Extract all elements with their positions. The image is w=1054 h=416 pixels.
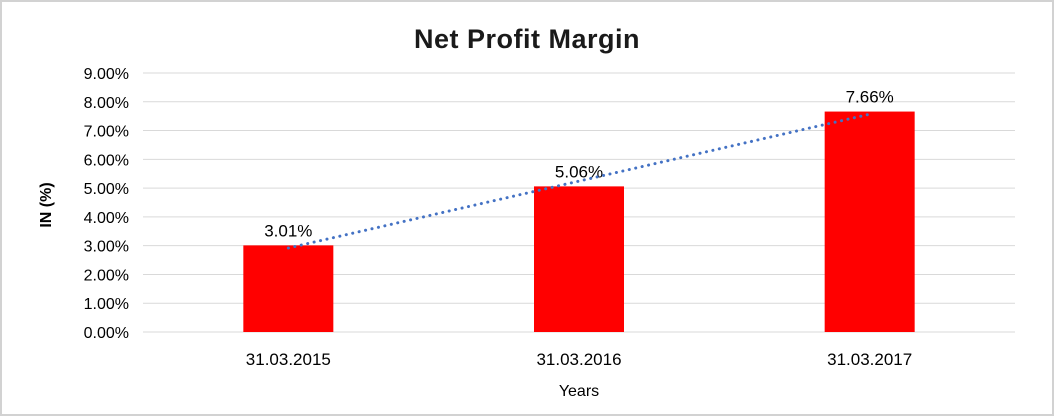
y-tick-label: 1.00% xyxy=(84,296,129,313)
bar xyxy=(534,186,624,332)
y-tick-label: 2.00% xyxy=(84,267,129,284)
y-tick-label: 3.00% xyxy=(84,239,129,256)
chart-title: Net Profit Margin xyxy=(413,24,640,54)
x-category-label: 31.03.2015 xyxy=(246,350,331,369)
y-tick-label: 0.00% xyxy=(84,325,129,342)
bar-value-label: 5.06% xyxy=(555,162,603,181)
trendline xyxy=(286,112,872,250)
y-tick-label: 7.00% xyxy=(84,124,129,141)
bar xyxy=(243,245,334,332)
bar-value-label: 3.01% xyxy=(264,221,312,240)
bar xyxy=(824,111,915,332)
x-category-label: 31.03.2016 xyxy=(536,350,621,369)
x-axis-title: Years xyxy=(558,383,600,400)
x-category-label: 31.03.2017 xyxy=(827,350,912,369)
y-tick-label: 9.00% xyxy=(84,66,129,83)
bar-value-label: 7.66% xyxy=(846,88,894,107)
y-tick-label: 6.00% xyxy=(84,152,129,169)
y-tick-label: 5.00% xyxy=(84,181,129,198)
y-tick-label: 8.00% xyxy=(84,95,129,112)
y-tick-label: 4.00% xyxy=(84,210,129,227)
